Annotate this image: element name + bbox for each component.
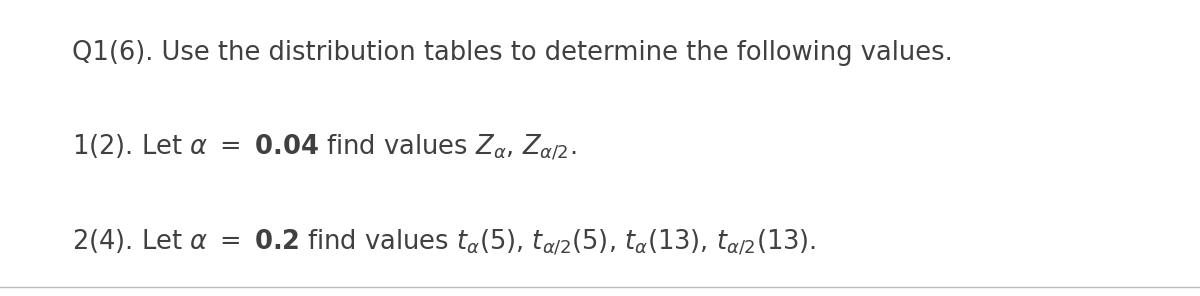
Text: Q1(6). Use the distribution tables to determine the following values.: Q1(6). Use the distribution tables to de… <box>72 40 953 66</box>
Text: 1(2). Let $\alpha$ $=$ $\mathbf{0.04}$ find values $Z_{\alpha}$, $Z_{\alpha/2}$.: 1(2). Let $\alpha$ $=$ $\mathbf{0.04}$ f… <box>72 133 576 163</box>
Text: 2(4). Let $\alpha$ $=$ $\mathbf{0.2}$ find values $t_{\alpha}$(5), $t_{\alpha/2}: 2(4). Let $\alpha$ $=$ $\mathbf{0.2}$ fi… <box>72 228 816 258</box>
